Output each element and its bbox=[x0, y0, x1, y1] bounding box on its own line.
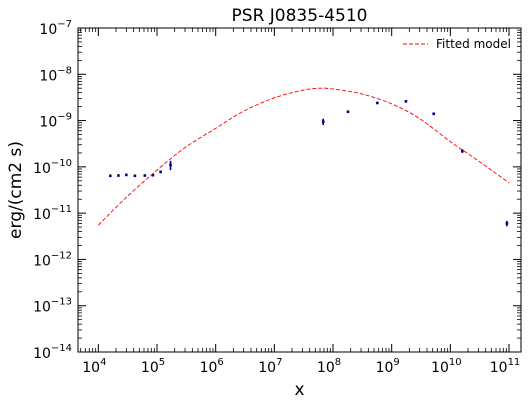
y-tick-label: 10−10 bbox=[33, 158, 72, 177]
data-point bbox=[321, 120, 325, 123]
data-point bbox=[432, 112, 435, 116]
data-point bbox=[505, 222, 509, 225]
data-point bbox=[133, 174, 137, 178]
x-tick-label: 108 bbox=[317, 357, 341, 376]
x-tick-label: 1011 bbox=[490, 357, 521, 376]
y-tick-label: 10−7 bbox=[39, 19, 72, 38]
y-tick-label: 10−13 bbox=[33, 297, 72, 316]
data-point bbox=[109, 174, 112, 178]
chart-title: PSR J0835-4510 bbox=[232, 6, 368, 26]
x-tick-label: 104 bbox=[82, 357, 106, 376]
y-tick-label: 10−11 bbox=[33, 204, 72, 223]
y-tick-label: 10−8 bbox=[39, 65, 72, 84]
fitted-model-curve bbox=[98, 87, 510, 226]
plot-frame bbox=[77, 27, 522, 353]
x-axis-ticks: 104 105 106 107 108 109 1010 1011 bbox=[80, 28, 521, 376]
data-point bbox=[404, 100, 408, 103]
data-point bbox=[376, 101, 379, 105]
x-tick-label: 105 bbox=[141, 357, 165, 376]
data-point bbox=[117, 174, 120, 177]
y-axis-label: erg/(cm2 s) bbox=[6, 141, 26, 239]
data-point bbox=[346, 110, 350, 114]
x-tick-label: 109 bbox=[376, 357, 400, 376]
y-axis-ticks: 10−14 10−13 10−12 10−11 10−10 10−9 10−8 10−7 bbox=[33, 19, 521, 362]
x-axis-label: x bbox=[294, 380, 304, 400]
data-point bbox=[159, 170, 162, 174]
legend: Fitted model bbox=[403, 37, 511, 51]
y-tick-label: 10−9 bbox=[39, 112, 72, 131]
data-point bbox=[151, 173, 155, 177]
data-point bbox=[461, 149, 464, 153]
x-tick-label: 106 bbox=[200, 357, 224, 376]
legend-label-fitted-model: Fitted model bbox=[436, 37, 511, 51]
y-tick-label: 10−14 bbox=[33, 343, 72, 362]
plot-marks bbox=[98, 87, 510, 227]
data-point bbox=[169, 163, 172, 167]
x-tick-label: 1010 bbox=[431, 357, 462, 376]
y-tick-label: 10−12 bbox=[33, 250, 72, 269]
data-point bbox=[143, 174, 147, 177]
x-tick-label: 107 bbox=[258, 357, 282, 376]
data-point bbox=[125, 173, 128, 177]
